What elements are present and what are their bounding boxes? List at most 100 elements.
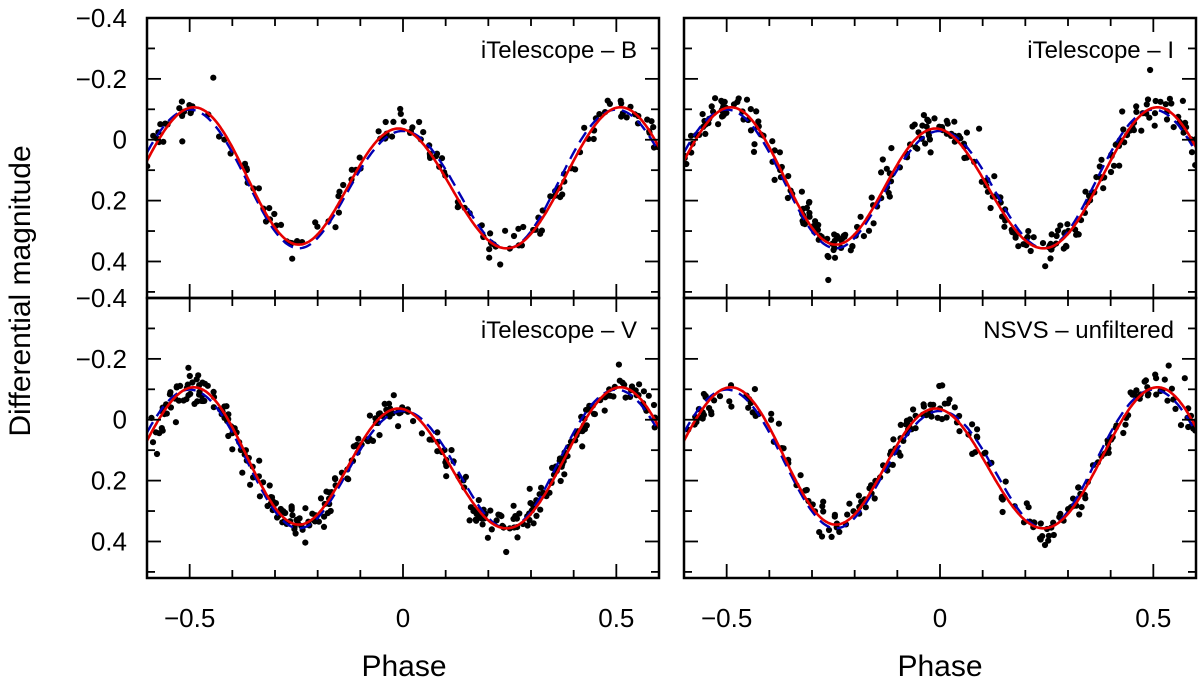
x-axis-title-right: Phase [897, 650, 982, 683]
data-point [289, 255, 296, 262]
data-point [510, 502, 517, 509]
data-point [1144, 96, 1152, 103]
data-point [516, 510, 523, 517]
data-point [1045, 537, 1052, 544]
panel-4: −0.5 0 0.5 NSVS – unfiltered [682, 296, 1198, 633]
data-point [302, 505, 309, 512]
model-curve-dashed [147, 388, 659, 530]
data-point [157, 121, 164, 128]
data-point [201, 380, 209, 387]
data-point [416, 118, 423, 126]
data-point [750, 148, 758, 155]
data-point [1188, 149, 1196, 156]
data-point [912, 144, 919, 151]
data-point [841, 233, 848, 240]
data-point [335, 209, 342, 216]
data-point [475, 497, 482, 504]
data-point [944, 120, 951, 127]
y-tick-label: 0 [113, 405, 127, 435]
data-point [1157, 98, 1164, 105]
data-point [1054, 227, 1062, 234]
data-point [617, 97, 624, 104]
model-curve-dashed [147, 108, 659, 250]
data-point [1138, 127, 1145, 134]
data-point [153, 450, 161, 458]
data-point [159, 427, 166, 434]
data-point [951, 118, 958, 125]
data-point [1116, 162, 1123, 169]
data-point [193, 376, 200, 383]
data-point [1027, 247, 1034, 255]
data-point [559, 191, 566, 198]
data-point [1168, 385, 1175, 392]
x-tick-label: 0.5 [1135, 603, 1171, 633]
data-point [289, 512, 296, 519]
data-point [201, 397, 208, 404]
data-point [356, 154, 363, 161]
data-point [785, 173, 792, 180]
data-points [147, 74, 659, 268]
data-point [991, 173, 998, 180]
model-curve-solid [147, 386, 659, 530]
data-point [974, 434, 981, 441]
x-ticks [146, 298, 660, 578]
model-curve-solid [684, 106, 1196, 250]
data-point [1047, 255, 1054, 262]
data-point [1039, 533, 1046, 540]
y-tick-label: 0.2 [91, 186, 127, 216]
data-point [527, 500, 534, 507]
data-point [324, 509, 331, 517]
data-point [1177, 422, 1185, 429]
data-point [1023, 500, 1030, 507]
model-curve-solid [147, 106, 659, 250]
data-point [825, 526, 833, 534]
data-point [721, 98, 728, 105]
data-point [179, 138, 186, 145]
data-point [728, 403, 735, 410]
data-point [1163, 116, 1171, 123]
data-point [999, 508, 1006, 516]
data-point [943, 414, 950, 421]
data-point [784, 194, 792, 202]
data-point [833, 232, 841, 240]
data-point [448, 447, 455, 454]
data-point [1170, 124, 1177, 131]
data-point [1045, 532, 1052, 539]
data-point [315, 518, 322, 525]
data-point [1153, 391, 1160, 398]
data-point [191, 400, 198, 407]
data-point [712, 95, 719, 102]
data-point [537, 230, 544, 237]
data-point [557, 477, 564, 485]
data-point [314, 223, 321, 230]
data-point [466, 517, 473, 524]
x-ticks [683, 18, 1197, 298]
data-point [1042, 263, 1049, 270]
data-point [871, 495, 878, 502]
data-point [1048, 231, 1055, 238]
data-point [484, 534, 491, 541]
data-point [747, 106, 754, 113]
data-point [247, 481, 254, 488]
data-point [178, 98, 185, 105]
data-point [753, 108, 760, 115]
data-point [1165, 362, 1172, 369]
data-point [711, 397, 718, 404]
data-point [836, 528, 843, 536]
data-point [963, 129, 971, 136]
data-points [685, 362, 1196, 549]
data-point [1037, 520, 1044, 527]
data-point [751, 141, 758, 148]
data-point [388, 133, 396, 140]
data-point [888, 145, 895, 152]
data-point [443, 473, 450, 480]
x-tick-label: −0.5 [164, 603, 215, 633]
data-point [889, 461, 896, 468]
data-point [831, 254, 839, 261]
data-point [596, 111, 603, 118]
data-point [699, 415, 706, 422]
data-point [768, 416, 775, 423]
data-point [1153, 375, 1160, 382]
data-point [390, 118, 397, 125]
